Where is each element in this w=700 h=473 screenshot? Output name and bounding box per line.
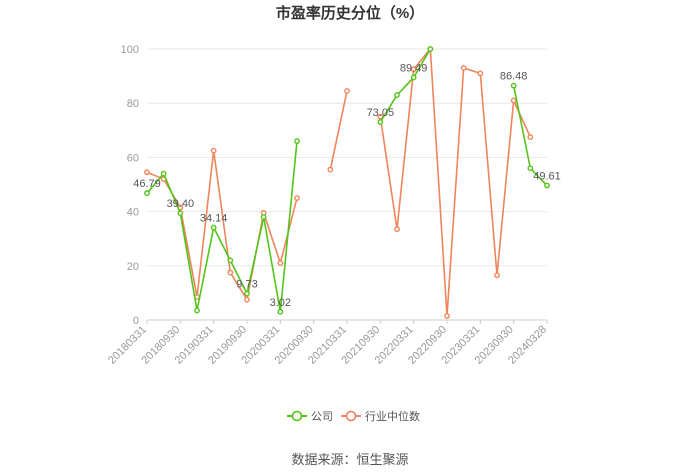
legend-swatch-marker (345, 410, 357, 422)
y-tick-label: 20 (127, 261, 139, 273)
data-point (177, 210, 184, 217)
data-point (394, 226, 400, 233)
legend-item-company[interactable]: 公司 (287, 410, 333, 423)
data-point (144, 190, 150, 197)
legend-label: 行业中位数 (365, 409, 420, 423)
data-point (527, 134, 534, 140)
data-point (277, 260, 284, 266)
legend-swatch-marker (291, 410, 303, 422)
data-point (444, 313, 450, 319)
data-point (294, 195, 300, 201)
data-point (544, 182, 550, 189)
data-point (427, 46, 434, 52)
data-point (244, 296, 250, 303)
data-point (527, 165, 534, 172)
data-point (144, 169, 150, 176)
data-label: 73.05 (367, 107, 395, 119)
data-label: 9.73 (236, 279, 257, 291)
data-label: 86.48 (500, 71, 528, 83)
chart-title: 市盈率历史分位（%） (275, 5, 425, 22)
data-point (160, 170, 167, 177)
data-point (510, 97, 517, 104)
data-label: 39.40 (167, 198, 195, 210)
y-tick-label: 80 (127, 98, 139, 110)
series-line (329, 90, 348, 170)
data-point (227, 257, 234, 264)
legend-label: 公司 (311, 411, 333, 423)
data-point (510, 82, 517, 89)
data-point (194, 307, 200, 314)
series-company (144, 46, 550, 315)
data-point (494, 272, 500, 279)
data-point (327, 166, 334, 173)
data-point (377, 113, 384, 120)
data-point (460, 65, 467, 71)
data-point (394, 92, 400, 98)
y-tick-label: 40 (127, 207, 139, 219)
data-point (377, 119, 384, 125)
data-point (244, 290, 250, 297)
y-tick-label: 60 (127, 152, 139, 164)
data-point (410, 66, 417, 73)
data-label: 34.14 (200, 212, 228, 224)
data-point (477, 70, 484, 77)
data-point (260, 214, 267, 220)
data-label: 49.61 (533, 171, 561, 183)
data-point (294, 138, 300, 145)
data-point (210, 147, 217, 154)
legend[interactable]: 公司 行业中位数 (287, 409, 420, 423)
data-label: 3.02 (270, 297, 291, 309)
data-label: 89.49 (400, 62, 428, 74)
legend-item-industry-median[interactable]: 行业中位数 (341, 409, 420, 423)
y-tick-label: 100 (121, 44, 139, 56)
data-point (210, 224, 217, 231)
series-line (379, 46, 532, 316)
data-point (277, 308, 284, 315)
series-layer (144, 46, 550, 319)
data-point (344, 88, 350, 94)
data-point (227, 269, 234, 276)
label-layer: 46.79 39.40 34.14 9.73 3.02 73.05 89.49 86.48 49… (133, 62, 561, 308)
data-label: 46.79 (133, 178, 161, 190)
source-note: 数据来源：恒生聚源 (291, 452, 409, 467)
series-line (379, 48, 432, 123)
series-line (146, 141, 298, 312)
data-point (410, 74, 417, 81)
y-tick-label: 0 (133, 315, 139, 327)
